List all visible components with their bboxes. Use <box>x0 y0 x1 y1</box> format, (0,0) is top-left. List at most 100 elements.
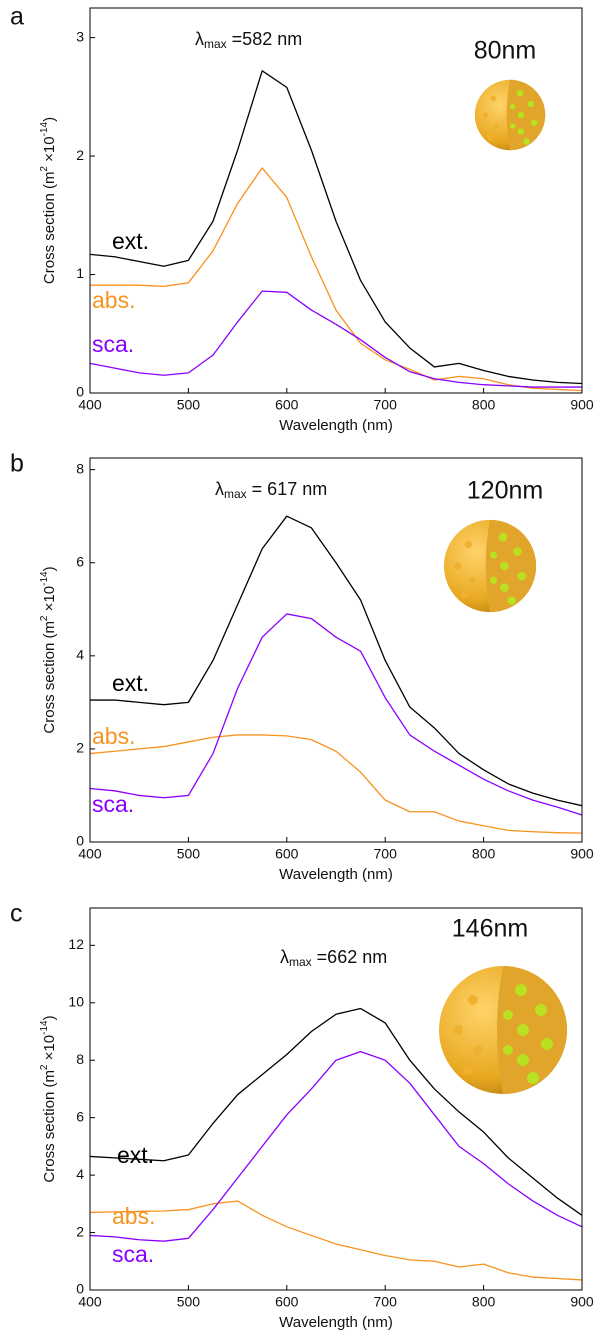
y-axis-label-part: 2 <box>39 166 50 172</box>
y-tick-label: 2 <box>76 147 84 163</box>
sphere-icon <box>443 519 537 613</box>
series-label: sca. <box>92 331 134 357</box>
series-label: sca. <box>112 1241 154 1267</box>
series-line <box>89 70 583 385</box>
peak-label-part: max <box>224 487 247 501</box>
x-tick-label: 400 <box>78 846 102 862</box>
y-tick-label: 10 <box>68 993 84 1009</box>
peak-label-part: =582 nm <box>227 29 303 49</box>
y-tick-label: 1 <box>76 265 84 281</box>
series-label: ext. <box>117 1142 154 1168</box>
peak-label-part: λ <box>195 29 204 49</box>
x-tick-label: 400 <box>78 1294 102 1310</box>
series-line <box>89 1050 583 1242</box>
y-tick-label: 8 <box>76 460 84 476</box>
y-axis-label-part: 2 <box>39 615 50 621</box>
y-axis-label-part: Cross section (m <box>41 172 58 285</box>
x-tick-label: 900 <box>570 1294 594 1310</box>
y-tick-label: 6 <box>76 1108 84 1124</box>
panel-letter: c <box>10 900 23 928</box>
y-tick-label: 4 <box>76 1166 84 1182</box>
panel-letter: b <box>10 450 24 478</box>
x-tick-label: 600 <box>275 1294 299 1310</box>
y-axis-label-part: ) <box>41 117 58 122</box>
y-tick-label: 6 <box>76 553 84 569</box>
x-tick-label: 500 <box>177 1294 201 1310</box>
peak-label-part: max <box>204 37 227 51</box>
chart-panel: ext. abs. sca. 400 500 600 700 800 900 0 2 4 6 8 Wavel… <box>10 450 594 883</box>
plot-frame <box>89 457 583 843</box>
series-label: sca. <box>92 791 134 817</box>
series-line <box>89 290 582 388</box>
y-tick-label: 0 <box>76 384 84 400</box>
x-tick-label: 800 <box>472 397 496 413</box>
y-axis-label-part: Cross section (m <box>41 621 58 734</box>
sphere-icon <box>474 79 546 151</box>
series-line <box>90 515 583 807</box>
x-tick-label: 700 <box>374 1294 398 1310</box>
x-axis-label: Wavelength (nm) <box>279 417 393 434</box>
panel-letter: a <box>10 3 24 31</box>
x-tick-label: 500 <box>177 397 201 413</box>
series-line <box>89 613 583 816</box>
y-tick-label: 12 <box>68 936 84 952</box>
size-label: 80nm <box>474 37 537 65</box>
peak-label-part: λ <box>215 479 224 499</box>
y-axis-label-part: ×10 <box>41 586 58 616</box>
y-axis-label-part: ) <box>41 1015 58 1020</box>
y-axis-label-part: -14 <box>39 1020 50 1035</box>
x-tick-label: 800 <box>472 846 496 862</box>
series-line <box>90 167 583 392</box>
x-tick-label: 600 <box>275 397 299 413</box>
size-label: 146nm <box>452 915 528 943</box>
y-tick-label: 2 <box>76 1223 84 1239</box>
y-axis-label-part: -14 <box>39 121 50 136</box>
chart-panel: ext. abs. sca. 400 500 600 700 800 900 0 1 2 3 Wavele… <box>10 3 594 434</box>
series-line <box>89 734 583 834</box>
peak-label-part: = 617 nm <box>247 479 328 499</box>
series-label: abs. <box>92 287 135 313</box>
series-label: ext. <box>112 670 149 696</box>
y-tick-label: 0 <box>76 1281 84 1297</box>
x-tick-label: 700 <box>374 846 398 862</box>
y-axis-label-part: ) <box>41 566 58 571</box>
x-tick-label: 400 <box>78 397 102 413</box>
peak-label-part: λ <box>280 947 289 967</box>
peak-label: λmax =582 nm <box>195 29 302 51</box>
y-tick-label: 0 <box>76 833 84 849</box>
y-axis-label: Cross section (m2 ×10-14) <box>39 117 58 284</box>
x-axis-label: Wavelength (nm) <box>279 1314 393 1331</box>
series-line <box>89 1200 583 1281</box>
chart-panel: ext. abs. sca. 400 500 600 700 800 900 0 2 4 6 8 10 12 W… <box>10 900 594 1331</box>
y-axis-label-part: ×10 <box>41 136 58 166</box>
peak-label-part: max <box>289 955 312 969</box>
peak-label: λmax =662 nm <box>280 947 387 969</box>
x-tick-label: 600 <box>275 846 299 862</box>
series-label: abs. <box>112 1203 155 1229</box>
series-label: ext. <box>112 228 149 254</box>
x-tick-label: 900 <box>570 397 594 413</box>
y-tick-label: 2 <box>76 740 84 756</box>
x-axis-label: Wavelength (nm) <box>279 866 393 883</box>
plot-frame <box>89 907 583 1291</box>
size-label: 120nm <box>467 477 543 505</box>
y-axis-label: Cross section (m2 ×10-14) <box>39 1015 58 1182</box>
x-tick-label: 700 <box>374 397 398 413</box>
y-tick-label: 3 <box>76 28 84 44</box>
peak-label: λmax = 617 nm <box>215 479 327 501</box>
series-label: abs. <box>92 723 135 749</box>
peak-label-part: =662 nm <box>312 947 388 967</box>
y-axis-label: Cross section (m2 ×10-14) <box>39 566 58 733</box>
series-line <box>89 1007 583 1216</box>
y-axis-label-part: -14 <box>39 571 50 586</box>
x-tick-label: 900 <box>570 846 594 862</box>
y-tick-label: 8 <box>76 1051 84 1067</box>
y-axis-label-part: Cross section (m <box>41 1070 58 1183</box>
y-axis-label-part: ×10 <box>41 1035 58 1065</box>
sphere-icon <box>439 966 567 1094</box>
x-tick-label: 800 <box>472 1294 496 1310</box>
y-tick-label: 4 <box>76 647 84 663</box>
x-tick-label: 500 <box>177 846 201 862</box>
plot-frame <box>89 7 583 394</box>
